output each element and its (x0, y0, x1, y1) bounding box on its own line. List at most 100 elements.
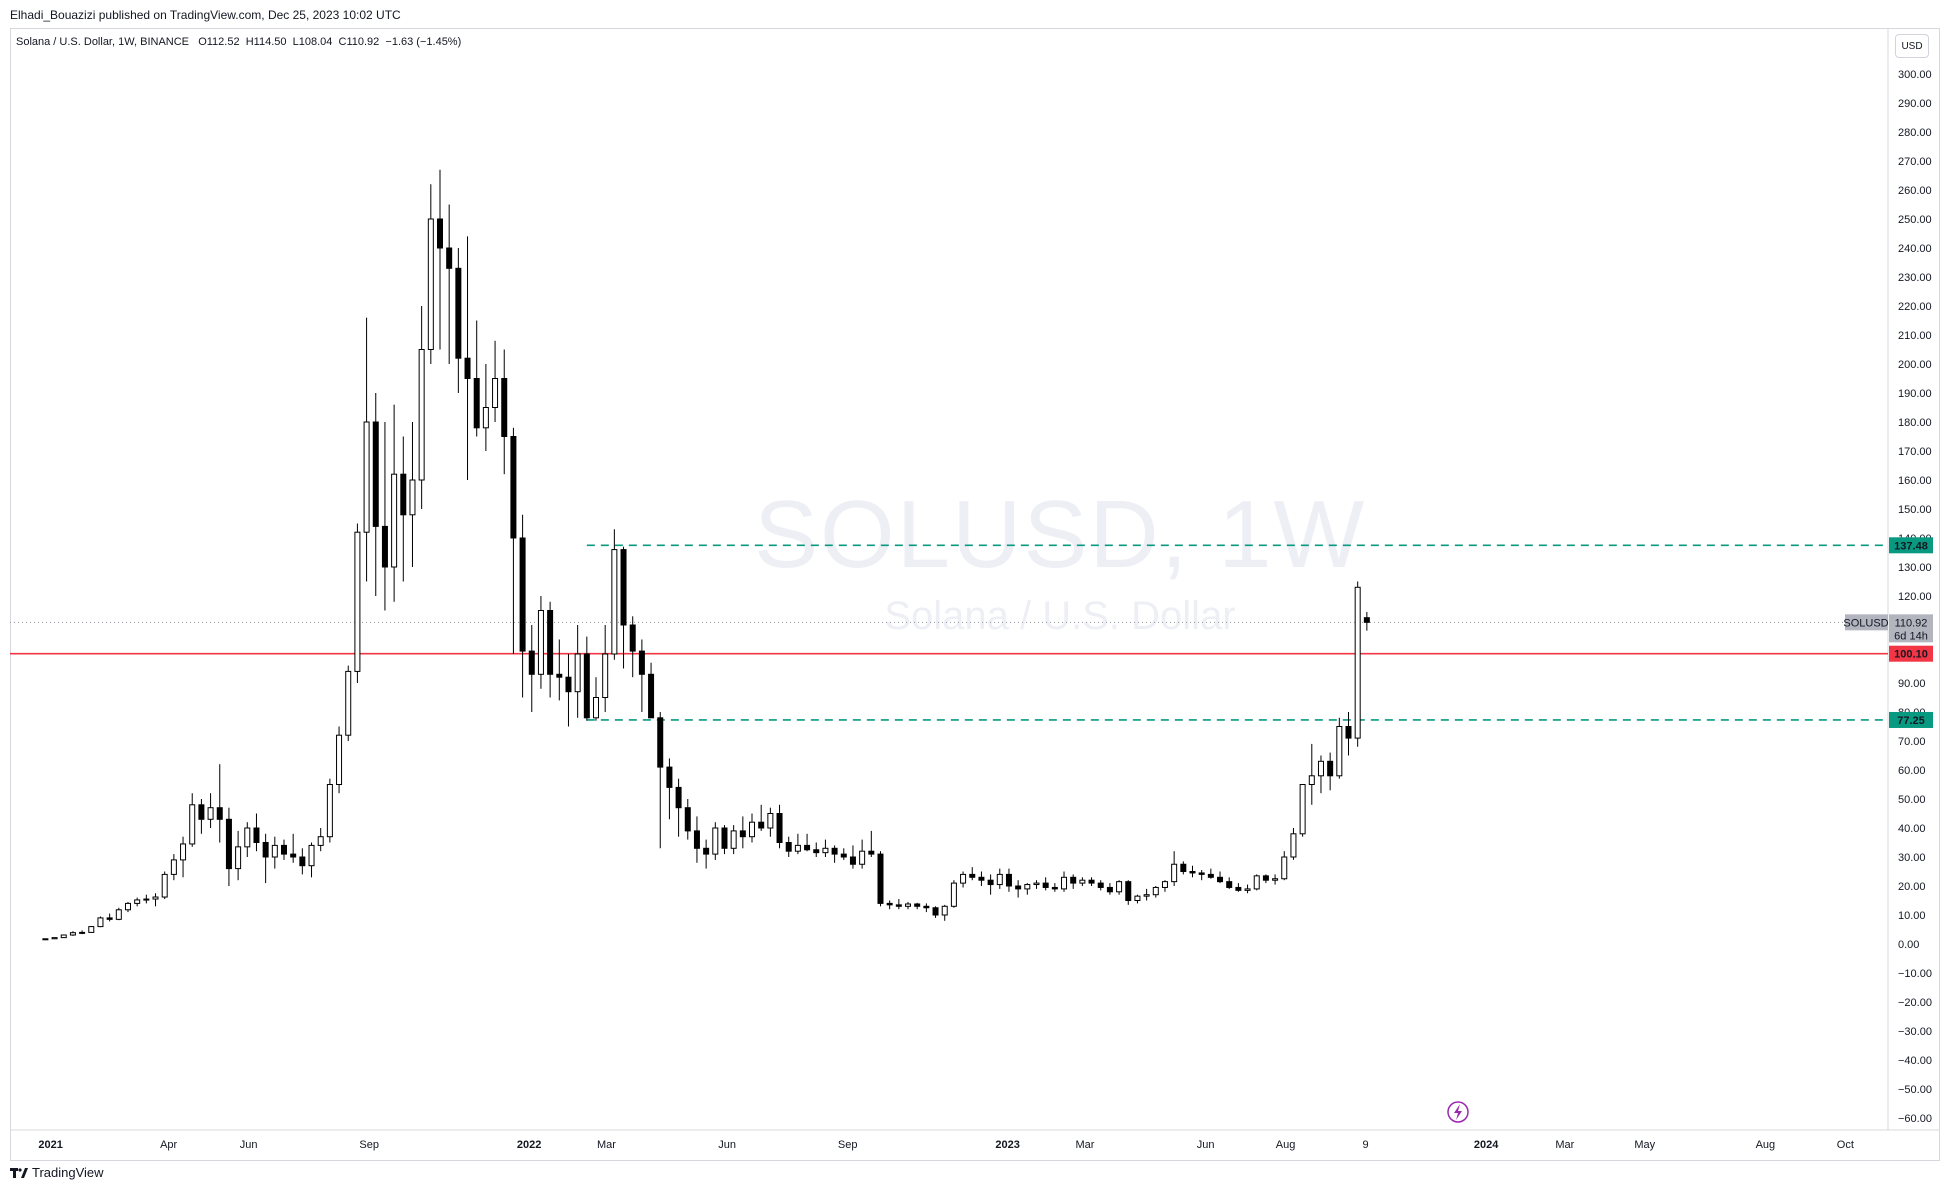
candle-body (97, 917, 104, 928)
candle-body (1198, 872, 1205, 875)
candle-body (345, 670, 352, 736)
candle-body (859, 850, 866, 865)
candle-body (831, 847, 838, 855)
price-tick-label: 200.00 (1898, 359, 1932, 371)
candle-body (1042, 882, 1049, 888)
candle-body (978, 876, 985, 881)
price-tick-label: −20.00 (1898, 997, 1932, 1009)
candle-body (611, 549, 618, 655)
candle-body (583, 653, 590, 719)
candle-body (1097, 882, 1104, 888)
candle-body (565, 676, 572, 693)
candle-body (684, 807, 691, 832)
candle-body (1024, 884, 1031, 890)
candle-body (1033, 882, 1040, 886)
candle-body (253, 827, 260, 843)
candle-body (730, 830, 737, 849)
candle-body (1308, 775, 1315, 785)
price-line-tag (1889, 711, 1933, 728)
candle-body (51, 937, 58, 940)
price-line-label: 77.25 (1897, 715, 1925, 727)
candle-body (1217, 876, 1224, 883)
candle-body (1061, 876, 1068, 890)
price-tick-label: 190.00 (1898, 388, 1932, 400)
time-tick-label: Sep (838, 1139, 858, 1151)
symbol-tag-label: SOLUSD (1843, 617, 1888, 629)
candle-body (657, 717, 664, 768)
candle-body (1272, 878, 1279, 881)
candle-body (914, 903, 921, 907)
candle-body (482, 407, 489, 429)
candle-body (1051, 886, 1058, 890)
candle-body (620, 549, 627, 626)
price-tick-label: 20.00 (1898, 881, 1926, 893)
candle-body (804, 844, 811, 851)
time-tick-label: 2021 (38, 1139, 62, 1151)
last-price-label: 110.92 (1895, 617, 1928, 629)
time-tick-label: Jun (240, 1139, 258, 1151)
lightning-icon[interactable] (1447, 1101, 1469, 1123)
candle-body (1336, 726, 1343, 777)
candle-body (1235, 886, 1242, 891)
candle-body (950, 882, 957, 907)
candle-body (124, 902, 131, 911)
legend-high: 114.50 (253, 36, 287, 48)
candle-body (88, 926, 95, 933)
time-tick-label: Mar (1076, 1139, 1095, 1151)
candle-body (464, 357, 471, 380)
candle-body (216, 807, 223, 820)
footer: TradingView (10, 1165, 104, 1180)
candle-body (593, 697, 600, 719)
candle-body (1161, 881, 1168, 888)
time-tick-label: Jun (1197, 1139, 1215, 1151)
time-tick-label: Aug (1756, 1139, 1776, 1151)
candle-body (1116, 881, 1123, 893)
candle-body (840, 853, 847, 858)
candle-body (1299, 784, 1306, 835)
candle-body (336, 734, 343, 786)
candle-body (868, 850, 875, 855)
price-tick-label: 240.00 (1898, 243, 1932, 255)
legend-open-label: O (198, 36, 207, 48)
candle-body (849, 856, 856, 865)
candle-body (895, 904, 902, 907)
candle-body (528, 650, 535, 675)
price-tick-label: 50.00 (1898, 794, 1926, 806)
candle-body (519, 537, 526, 652)
price-tick-label: 180.00 (1898, 417, 1932, 429)
candle-body (739, 830, 746, 838)
candle-body (1005, 873, 1012, 887)
price-tick-label: −50.00 (1898, 1084, 1932, 1096)
candle-body (326, 784, 333, 838)
candle-body (106, 917, 113, 920)
candle-body (1070, 876, 1077, 884)
time-scale[interactable]: 2021 Apr Jun Sep 2022 Mar Jun Sep 2023 Mar Jun Aug 9… (38, 1139, 1854, 1151)
price-tick-label: 40.00 (1898, 823, 1926, 835)
price-line-label: 100.10 (1894, 649, 1928, 661)
candle-body (1363, 617, 1370, 623)
price-scale[interactable]: 300.00 290.00 280.00 270.00 260.00 250.00 240.… (1898, 69, 1932, 1125)
candle-body (409, 479, 416, 516)
candle-body (363, 421, 370, 533)
price-tick-label: 70.00 (1898, 736, 1926, 748)
candle-body (308, 844, 315, 867)
candle-body (473, 378, 480, 429)
candle-body (987, 879, 994, 886)
candle-body (767, 813, 774, 829)
candle-body (143, 898, 150, 901)
candle-body (556, 673, 563, 678)
candle-body (648, 673, 655, 719)
candle-body (1207, 873, 1214, 878)
candle-body (960, 873, 967, 884)
candle-body (1244, 888, 1251, 891)
candle-body (602, 653, 609, 698)
time-tick-label: Aug (1276, 1139, 1296, 1151)
candle-body (1134, 895, 1141, 902)
candle-body (813, 849, 820, 854)
time-tick-label: Sep (359, 1139, 379, 1151)
candle-body (547, 610, 554, 675)
currency-button[interactable]: USD (1895, 34, 1929, 58)
candle-body (235, 846, 242, 870)
